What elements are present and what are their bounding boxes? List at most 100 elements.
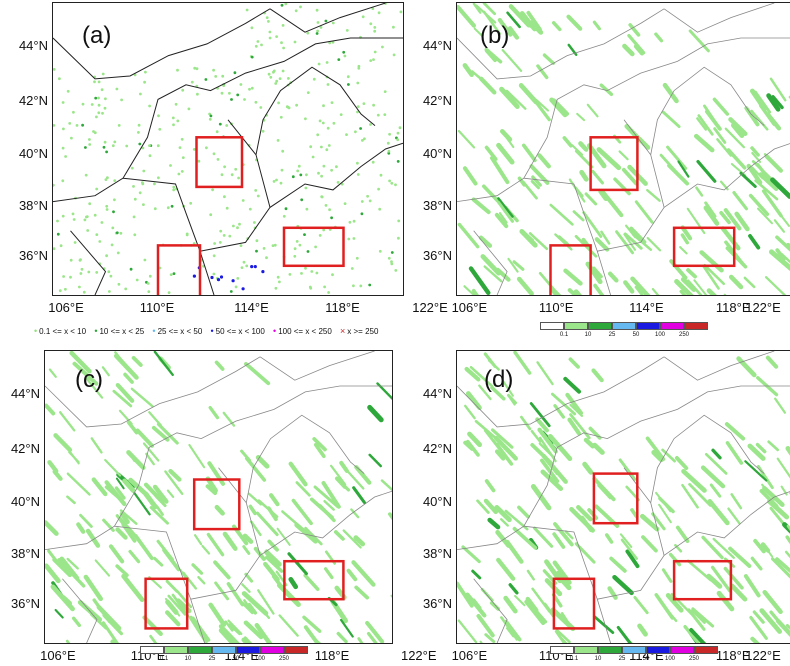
rain-streak: [665, 592, 684, 613]
rain-streak: [244, 572, 254, 583]
rain-streak: [498, 212, 508, 224]
rain-streak: [108, 544, 125, 564]
rain-streak: [462, 166, 478, 186]
rain-streak: [630, 276, 651, 295]
boundary-line: [623, 467, 665, 556]
rain-streak: [162, 548, 181, 572]
rain-streak: [632, 233, 653, 251]
colorbar-cell: [588, 322, 612, 330]
rain-streak: [494, 212, 509, 229]
station-dot: [105, 204, 109, 208]
rain-streak: [568, 357, 580, 369]
rain-streak: [468, 266, 491, 295]
rain-streak: [726, 148, 747, 170]
rain-streak: [494, 505, 512, 523]
focus-region-box: [552, 577, 596, 630]
station-dot: [288, 273, 292, 276]
rain-streak: [376, 382, 392, 401]
station-dot: [215, 130, 219, 134]
colorbar-tick: 100: [254, 656, 265, 662]
station-dot: [352, 284, 355, 288]
rain-streak: [101, 366, 110, 377]
rain-streak: [365, 620, 385, 643]
rain-streak: [704, 201, 717, 218]
boundary-line: [53, 8, 271, 80]
station-dot: [316, 21, 320, 24]
rain-streak: [457, 581, 474, 608]
rain-streak: [102, 518, 115, 532]
rain-streak: [505, 89, 527, 110]
station-dot: [53, 183, 55, 187]
rain-streak: [249, 520, 262, 537]
station-dot: [362, 102, 366, 105]
rain-streak: [242, 533, 254, 544]
station-dot: [254, 100, 258, 104]
station-dot: [319, 26, 323, 29]
rain-streak: [767, 440, 780, 452]
boundary-line: [623, 119, 665, 208]
rain-streak: [464, 366, 481, 382]
station-dot: [73, 241, 77, 244]
station-dot: [255, 239, 259, 243]
station-dot: [355, 256, 359, 260]
colorbar-cell: [564, 322, 588, 330]
station-dot: [88, 143, 92, 146]
station-dot: [197, 159, 201, 163]
station-dot: [293, 247, 297, 251]
station-dot: [148, 104, 151, 108]
rain-streak: [496, 142, 515, 165]
rain-streak: [592, 20, 601, 31]
rain-streak: [724, 127, 746, 149]
station-dot: [81, 102, 85, 106]
rain-streak: [769, 249, 790, 272]
station-dot: [326, 126, 330, 130]
rain-streak: [776, 618, 790, 638]
station-dot: [243, 98, 246, 101]
rain-streak: [538, 442, 555, 459]
rain-streak: [495, 530, 511, 548]
colorbar-cell: [140, 646, 164, 654]
rain-streak: [609, 556, 627, 573]
rain-streak: [482, 3, 496, 16]
station-dot: [108, 290, 111, 293]
station-dot: [85, 215, 89, 219]
boundary-line: [473, 230, 508, 295]
rain-streak: [512, 260, 525, 271]
station-dot: [294, 9, 298, 13]
station-dot: [79, 272, 83, 275]
station-dot: [336, 181, 340, 184]
station-dot: [332, 121, 336, 125]
rain-streak: [680, 233, 690, 245]
rain-streak: [785, 446, 790, 456]
station-dot: [62, 127, 65, 131]
rain-streak: [267, 539, 279, 552]
colorbar-cell: [188, 646, 212, 654]
rain-streak: [596, 147, 622, 171]
station-dot: [284, 207, 288, 211]
rain-streak: [591, 368, 604, 383]
station-dot: [256, 194, 260, 198]
rain-streak: [679, 289, 687, 295]
station-dot: [272, 69, 276, 73]
rain-streak: [335, 476, 347, 489]
station-dot: [100, 88, 104, 92]
station-dot: [113, 140, 117, 144]
boundary-line: [122, 177, 215, 295]
rain-streak: [728, 117, 748, 136]
station-dot: [314, 245, 317, 249]
station-dot: [250, 26, 254, 30]
station-dot: [398, 126, 402, 130]
rain-streak: [387, 512, 392, 521]
station-dot: [383, 113, 387, 116]
focus-region-box: [195, 136, 244, 189]
rain-streak: [45, 563, 61, 584]
rain-streak: [730, 493, 743, 510]
rain-streak: [321, 481, 341, 509]
station-dot: [212, 152, 216, 156]
rain-streak: [243, 620, 264, 640]
lon-tick-label: 122°E: [745, 648, 781, 663]
station-dot: [72, 218, 76, 221]
station-dot: [59, 244, 63, 248]
rain-streak: [773, 219, 785, 233]
station-dot: [139, 92, 142, 96]
